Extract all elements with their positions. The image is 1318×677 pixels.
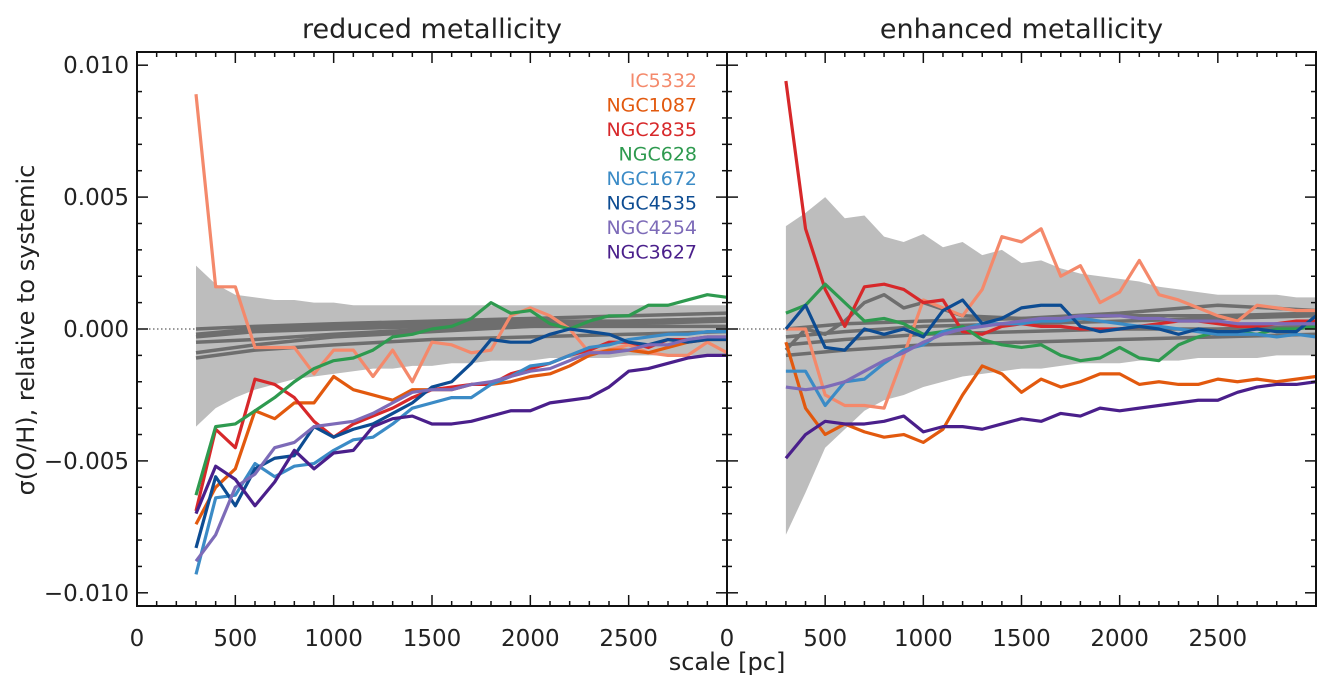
panel-title: reduced metallicity	[302, 14, 562, 45]
panel-enhanced: enhanced metallicity 0 500 1000 1500 2000 2500	[720, 14, 1317, 652]
x-tick-label: 0	[130, 626, 145, 652]
panels: reduced metallicity 0 500 1000 1500 2000 2500 −…	[44, 14, 1317, 652]
series-line-ngc4535	[194, 327, 727, 549]
legend-label-ngc3627: NGC3627	[606, 242, 697, 264]
background-line	[785, 324, 1316, 347]
x-tick-label: 1000	[894, 626, 953, 652]
y-tick-label: −0.010	[44, 581, 129, 607]
legend-label-ngc628: NGC628	[619, 144, 697, 166]
series-line-ngc1087	[784, 341, 1316, 445]
x-tick-label: 2000	[1090, 626, 1149, 652]
legend-label-ngc1087: NGC1087	[606, 95, 697, 117]
x-tick-label: 0	[720, 626, 735, 652]
x-tick-label: 1000	[304, 626, 363, 652]
series-line-ngc1672	[194, 330, 727, 575]
series-line-ngc3627	[784, 380, 1316, 460]
x-tick-label: 500	[213, 626, 257, 652]
y-tick-label: −0.005	[44, 449, 129, 475]
spread-band	[196, 265, 727, 427]
y-tick-label: 0.010	[63, 53, 129, 79]
background-line	[195, 316, 727, 337]
x-tick-label: 1500	[403, 626, 462, 652]
series-line-ngc4535	[784, 298, 1316, 352]
background-line	[195, 329, 727, 360]
legend-label-ic5332: IC5332	[630, 70, 697, 92]
plot-area	[727, 80, 1316, 535]
series-line-ngc1672	[785, 316, 1316, 408]
series-line-ngc2835	[784, 80, 1316, 336]
y-tick-label: 0.000	[63, 317, 129, 343]
legend-label-ngc4254: NGC4254	[606, 217, 697, 239]
legend-label-ngc2835: NGC2835	[606, 119, 697, 141]
series-line-ngc628	[194, 293, 727, 496]
y-tick-label: 0.005	[63, 185, 129, 211]
series-line-ngc4254	[785, 314, 1316, 392]
series-line-ic5332	[785, 227, 1316, 410]
x-tick-label: 1500	[992, 626, 1051, 652]
legend-label-ngc4535: NGC4535	[606, 193, 697, 215]
legend-label-ngc1672: NGC1672	[606, 168, 697, 190]
y-axis-label: σ(O/H), relative to systemic	[12, 165, 40, 496]
plot-area	[137, 94, 727, 575]
x-tick-label: 500	[803, 626, 847, 652]
panel-title: enhanced metallicity	[880, 14, 1163, 45]
series-line-ngc3627	[194, 353, 727, 515]
x-axis-label: scale [pc]	[669, 648, 786, 676]
x-tick-label: 2000	[501, 626, 560, 652]
series-line-ngc4254	[194, 335, 727, 563]
spread-band	[785, 197, 1316, 535]
x-tick-label: 2500	[1189, 626, 1248, 652]
x-tick-label: 2500	[599, 626, 658, 652]
panel-reduced: reduced metallicity 0 500 1000 1500 2000 2500 −…	[44, 14, 728, 652]
